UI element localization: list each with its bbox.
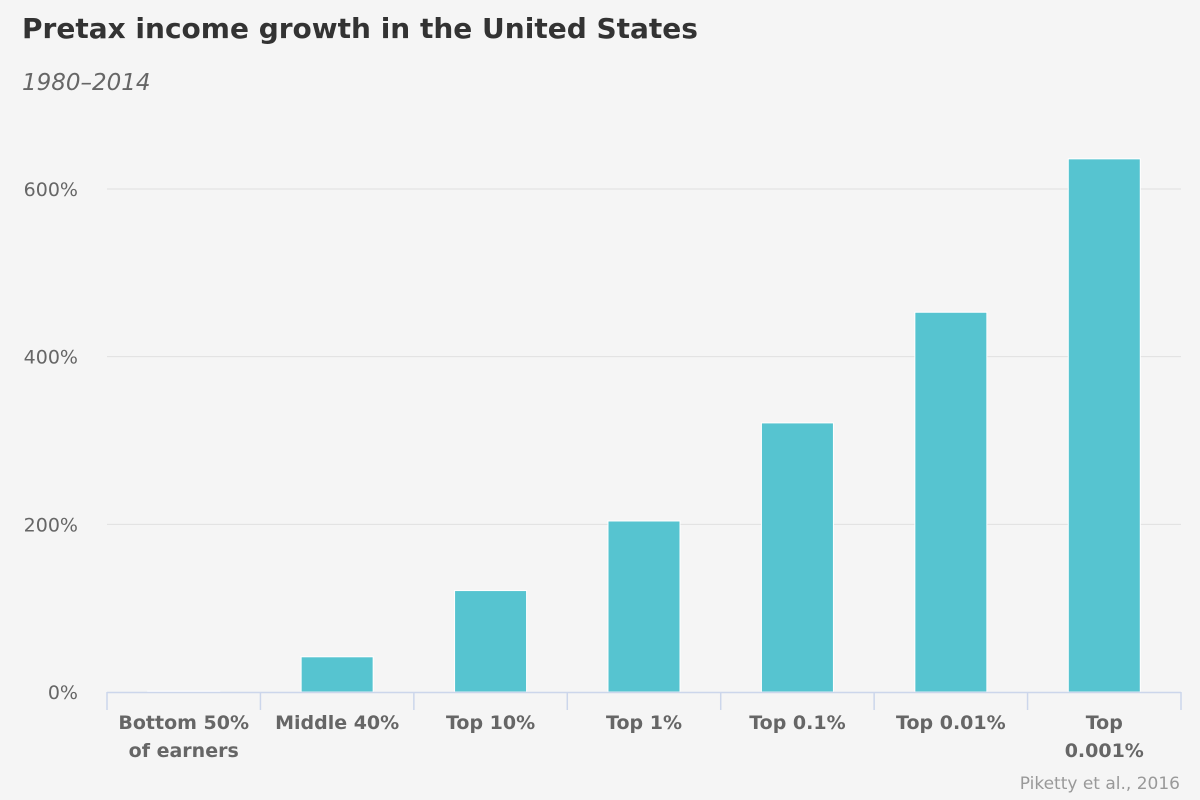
bar — [454, 590, 528, 693]
bar — [760, 422, 834, 693]
y-tick-label: 200% — [24, 514, 78, 536]
x-tick-label: Top 0.001% — [1065, 712, 1144, 762]
x-tick-label: Middle 40% — [275, 712, 399, 734]
chart-credit[interactable]: Piketty et al., 2016 — [1019, 774, 1180, 794]
bar — [607, 520, 681, 693]
x-tick-label: Top 0.01% — [896, 712, 1006, 734]
chart-title: Pretax income growth in the United State… — [22, 12, 698, 45]
x-tick-label: Bottom 50% of earners — [118, 712, 249, 762]
bar — [300, 656, 374, 693]
bar — [914, 311, 988, 693]
y-tick-label: 0% — [48, 682, 78, 704]
y-tick-label: 600% — [24, 179, 78, 201]
y-tick-label: 400% — [24, 347, 78, 369]
x-tick-label: Top 1% — [606, 712, 682, 734]
x-tick-label: Top 0.1% — [749, 712, 845, 734]
bar — [1067, 158, 1141, 693]
chart-subtitle: 1980–2014 — [22, 70, 151, 96]
x-tick-label: Top 10% — [446, 712, 535, 734]
